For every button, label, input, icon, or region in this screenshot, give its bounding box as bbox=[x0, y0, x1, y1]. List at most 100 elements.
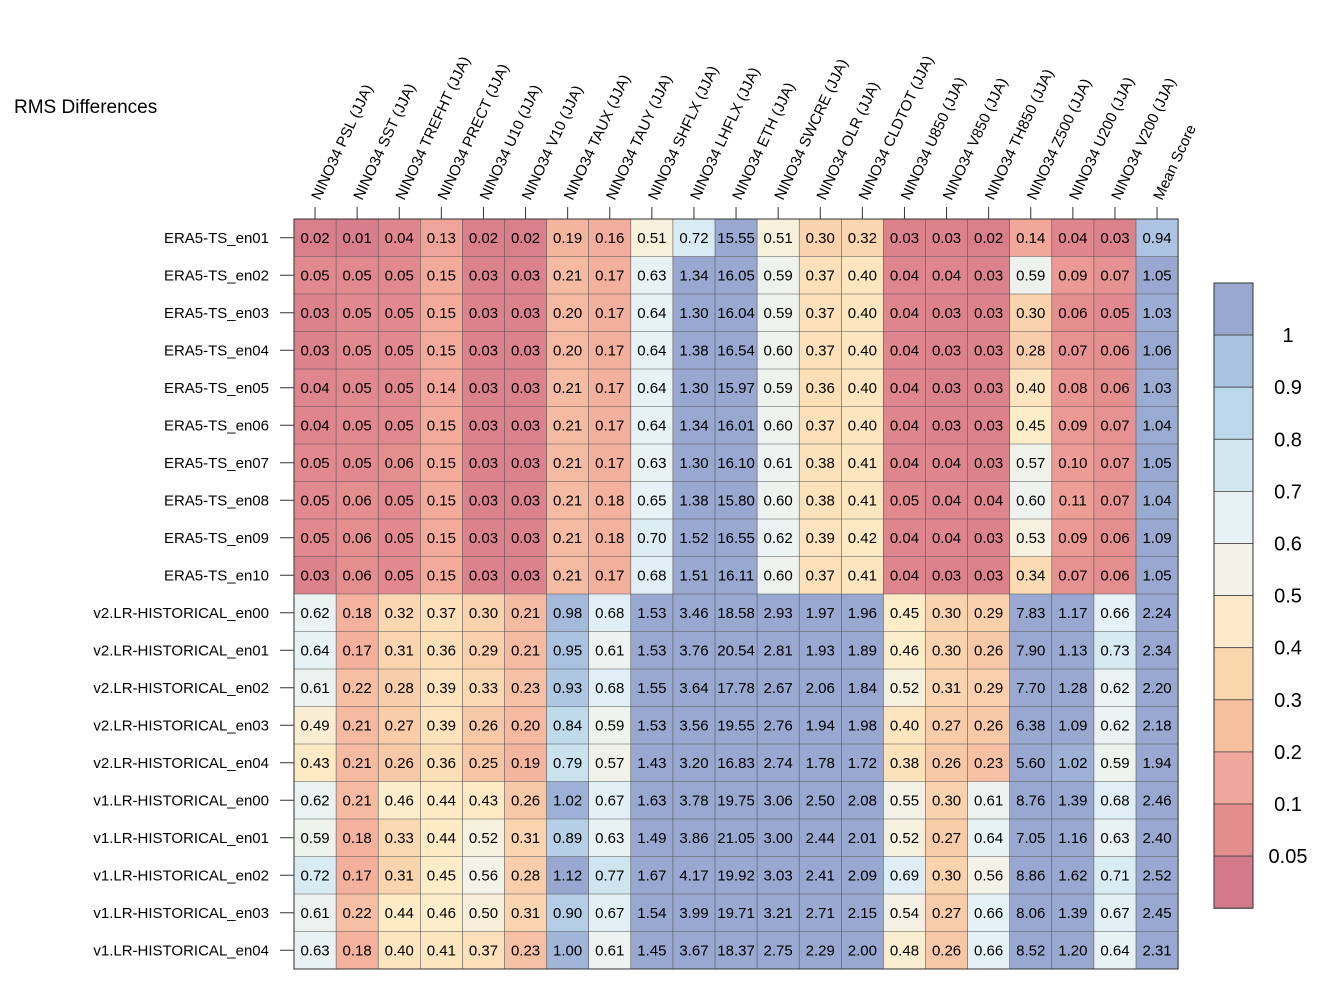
heatmap-cell bbox=[1009, 481, 1052, 519]
cell-value-label: 0.27 bbox=[932, 905, 961, 922]
cell-value-label: 0.03 bbox=[469, 530, 498, 547]
heatmap-cell bbox=[462, 744, 505, 782]
cell-value-label: 1.13 bbox=[1058, 642, 1087, 659]
heatmap-cell bbox=[841, 519, 884, 557]
heatmap-cell bbox=[967, 856, 1010, 894]
heatmap-cell bbox=[967, 481, 1010, 519]
cell-value-label: 0.03 bbox=[300, 567, 329, 584]
heatmap-cell bbox=[1051, 294, 1094, 332]
heatmap-cell bbox=[883, 369, 926, 407]
heatmap-cell bbox=[546, 444, 589, 482]
cell-value-label: 1.55 bbox=[637, 680, 666, 697]
cell-value-label: 21.05 bbox=[717, 830, 755, 847]
heatmap-cell bbox=[967, 594, 1010, 632]
cell-value-label: 0.03 bbox=[511, 530, 540, 547]
heatmap-cell bbox=[546, 556, 589, 594]
column-labels: NINO34 PSL (JJA)NINO34 SST (JJA)NINO34 T… bbox=[308, 53, 1200, 219]
heatmap-cell bbox=[546, 744, 589, 782]
row-label: ERA5-TS_en04 bbox=[164, 342, 269, 359]
cell-value-label: 2.24 bbox=[1142, 605, 1171, 622]
heatmap-cell bbox=[841, 856, 884, 894]
heatmap-cell bbox=[504, 594, 547, 632]
cell-value-label: 0.05 bbox=[890, 492, 919, 509]
heatmap-cell bbox=[715, 369, 758, 407]
cell-value-label: 2.29 bbox=[806, 942, 835, 959]
cell-value-label: 0.03 bbox=[974, 267, 1003, 284]
heatmap-cell bbox=[336, 931, 379, 969]
heatmap-cell bbox=[1136, 744, 1179, 782]
heatmap-cell bbox=[1051, 556, 1094, 594]
cell-value-label: 0.62 bbox=[764, 530, 793, 547]
heatmap-cell bbox=[1093, 256, 1136, 294]
cell-value-label: 0.72 bbox=[679, 230, 708, 247]
heatmap-cell bbox=[504, 781, 547, 819]
cell-value-label: 2.71 bbox=[806, 905, 835, 922]
cell-value-label: 0.03 bbox=[511, 492, 540, 509]
row-label: v1.LR-HISTORICAL_en02 bbox=[93, 867, 269, 884]
heatmap-cell bbox=[294, 744, 337, 782]
cell-value-label: 0.04 bbox=[1058, 230, 1087, 247]
cell-value-label: 0.06 bbox=[343, 530, 372, 547]
cell-value-label: 0.55 bbox=[890, 792, 919, 809]
cell-value-label: 0.06 bbox=[1100, 342, 1129, 359]
cell-value-label: 0.57 bbox=[1016, 455, 1045, 472]
heatmap-cell bbox=[378, 556, 421, 594]
cell-value-label: 0.07 bbox=[1100, 492, 1129, 509]
cell-value-label: 6.38 bbox=[1016, 717, 1045, 734]
cell-value-label: 3.03 bbox=[764, 867, 793, 884]
heatmap-cell bbox=[925, 256, 968, 294]
heatmap-cell bbox=[378, 519, 421, 557]
heatmap-cell bbox=[546, 369, 589, 407]
heatmap-cell bbox=[504, 819, 547, 857]
cell-value-label: 0.30 bbox=[932, 867, 961, 884]
cell-value-label: 0.05 bbox=[385, 380, 414, 397]
cell-value-label: 0.59 bbox=[1016, 267, 1045, 284]
cell-value-label: 1.52 bbox=[679, 530, 708, 547]
cell-value-label: 0.20 bbox=[553, 342, 582, 359]
heatmap-cell bbox=[883, 631, 926, 669]
heatmap-cell bbox=[1136, 556, 1179, 594]
heatmap-cell bbox=[967, 631, 1010, 669]
heatmap-cell bbox=[799, 444, 842, 482]
heatmap-cell bbox=[588, 331, 631, 369]
heatmap-cell bbox=[504, 519, 547, 557]
heatmap-cell bbox=[588, 931, 631, 969]
heatmap-cell bbox=[1009, 444, 1052, 482]
cell-value-label: 1.05 bbox=[1142, 567, 1171, 584]
cell-value-label: 0.30 bbox=[932, 605, 961, 622]
cell-value-label: 3.86 bbox=[679, 830, 708, 847]
heatmap-cell bbox=[504, 369, 547, 407]
heatmap-cell bbox=[925, 856, 968, 894]
cell-value-label: 0.44 bbox=[427, 830, 456, 847]
heatmap-cell bbox=[420, 369, 463, 407]
cell-value-label: 0.27 bbox=[932, 717, 961, 734]
heatmap-cell bbox=[1051, 594, 1094, 632]
cell-value-label: 0.60 bbox=[1016, 492, 1045, 509]
heatmap-cell bbox=[378, 931, 421, 969]
heatmap-cell bbox=[630, 781, 673, 819]
cell-value-label: 0.36 bbox=[806, 380, 835, 397]
cell-value-label: 0.04 bbox=[890, 455, 919, 472]
row-label: v2.LR-HISTORICAL_en04 bbox=[93, 755, 269, 772]
cell-value-label: 0.03 bbox=[974, 342, 1003, 359]
heatmap-cell bbox=[1009, 894, 1052, 932]
heatmap-cell bbox=[1009, 819, 1052, 857]
heatmap-cell bbox=[630, 669, 673, 707]
heatmap-cell bbox=[378, 219, 421, 257]
heatmap-cell bbox=[841, 556, 884, 594]
heatmap-cell bbox=[925, 744, 968, 782]
heatmap-cell bbox=[799, 369, 842, 407]
heatmap-cell bbox=[799, 219, 842, 257]
heatmap-cell bbox=[1136, 706, 1179, 744]
cell-value-label: 0.04 bbox=[932, 492, 961, 509]
heatmap-cell bbox=[630, 294, 673, 332]
heatmap-cell bbox=[672, 331, 715, 369]
heatmap-cell bbox=[1051, 519, 1094, 557]
heatmap-cell bbox=[630, 856, 673, 894]
heatmap-cell bbox=[588, 256, 631, 294]
heatmap-cell bbox=[1009, 556, 1052, 594]
cell-value-label: 20.54 bbox=[717, 642, 755, 659]
heatmap-cell bbox=[841, 781, 884, 819]
row-label: v2.LR-HISTORICAL_en03 bbox=[93, 717, 269, 734]
heatmap-cell bbox=[799, 669, 842, 707]
